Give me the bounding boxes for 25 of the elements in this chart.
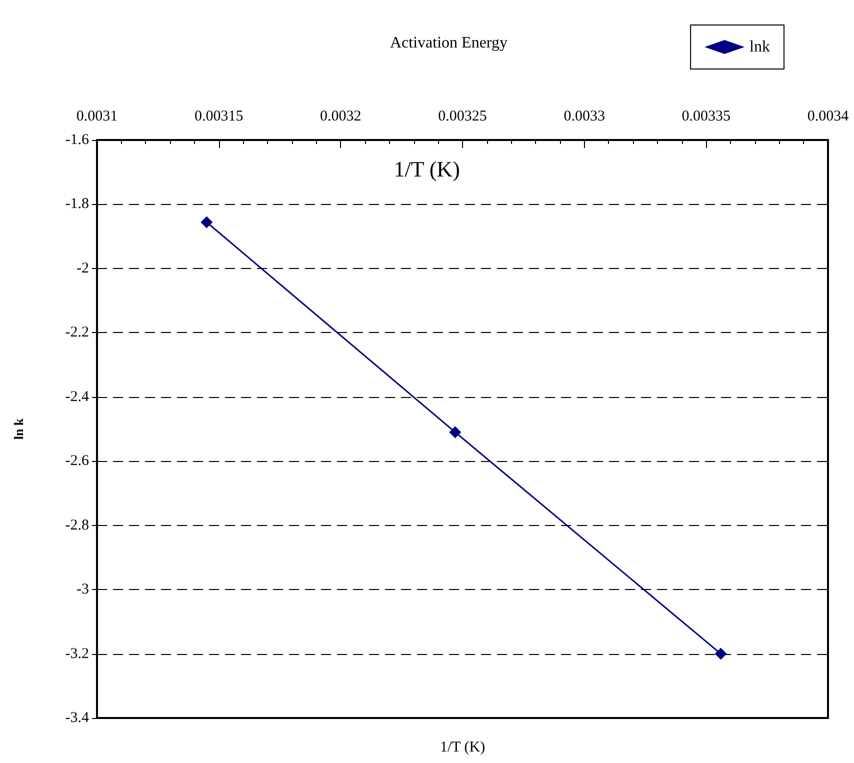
chart-title: Activation Energy bbox=[390, 34, 508, 52]
y-tick-label: -3.2 bbox=[65, 646, 89, 662]
point bbox=[714, 648, 727, 660]
y-tick-label: -1.6 bbox=[65, 132, 90, 148]
y-tick-label: -1.8 bbox=[65, 196, 89, 212]
point bbox=[200, 216, 213, 228]
annotation: 1/T (K) bbox=[394, 156, 460, 182]
y-tick-label: -2.6 bbox=[65, 453, 90, 470]
x-tick-label: 0.0034 bbox=[807, 108, 850, 124]
y-tick-label: -3 bbox=[76, 582, 89, 598]
x-axis-title: 1/T (K) bbox=[440, 740, 486, 756]
y-tick-label: -2.2 bbox=[65, 324, 89, 341]
y-axis-title: ln k bbox=[11, 418, 26, 440]
x-tick-label: 0.0031 bbox=[76, 108, 118, 124]
x-tick-label: 0.00325 bbox=[438, 108, 487, 124]
y-tick-label: -2 bbox=[76, 260, 89, 276]
x-tick-label: 0.0033 bbox=[564, 108, 605, 124]
x-tick-label: 0.00315 bbox=[194, 108, 244, 124]
y-tick-label: -3.4 bbox=[65, 710, 90, 726]
x-tick-label: 0.00335 bbox=[682, 108, 731, 124]
y-tick-label: -2.4 bbox=[65, 388, 90, 405]
legend-label: lnk bbox=[750, 38, 770, 56]
x-tick-label: 0.0032 bbox=[320, 108, 362, 124]
point bbox=[449, 426, 462, 438]
y-tick-label: -2.8 bbox=[65, 517, 89, 534]
